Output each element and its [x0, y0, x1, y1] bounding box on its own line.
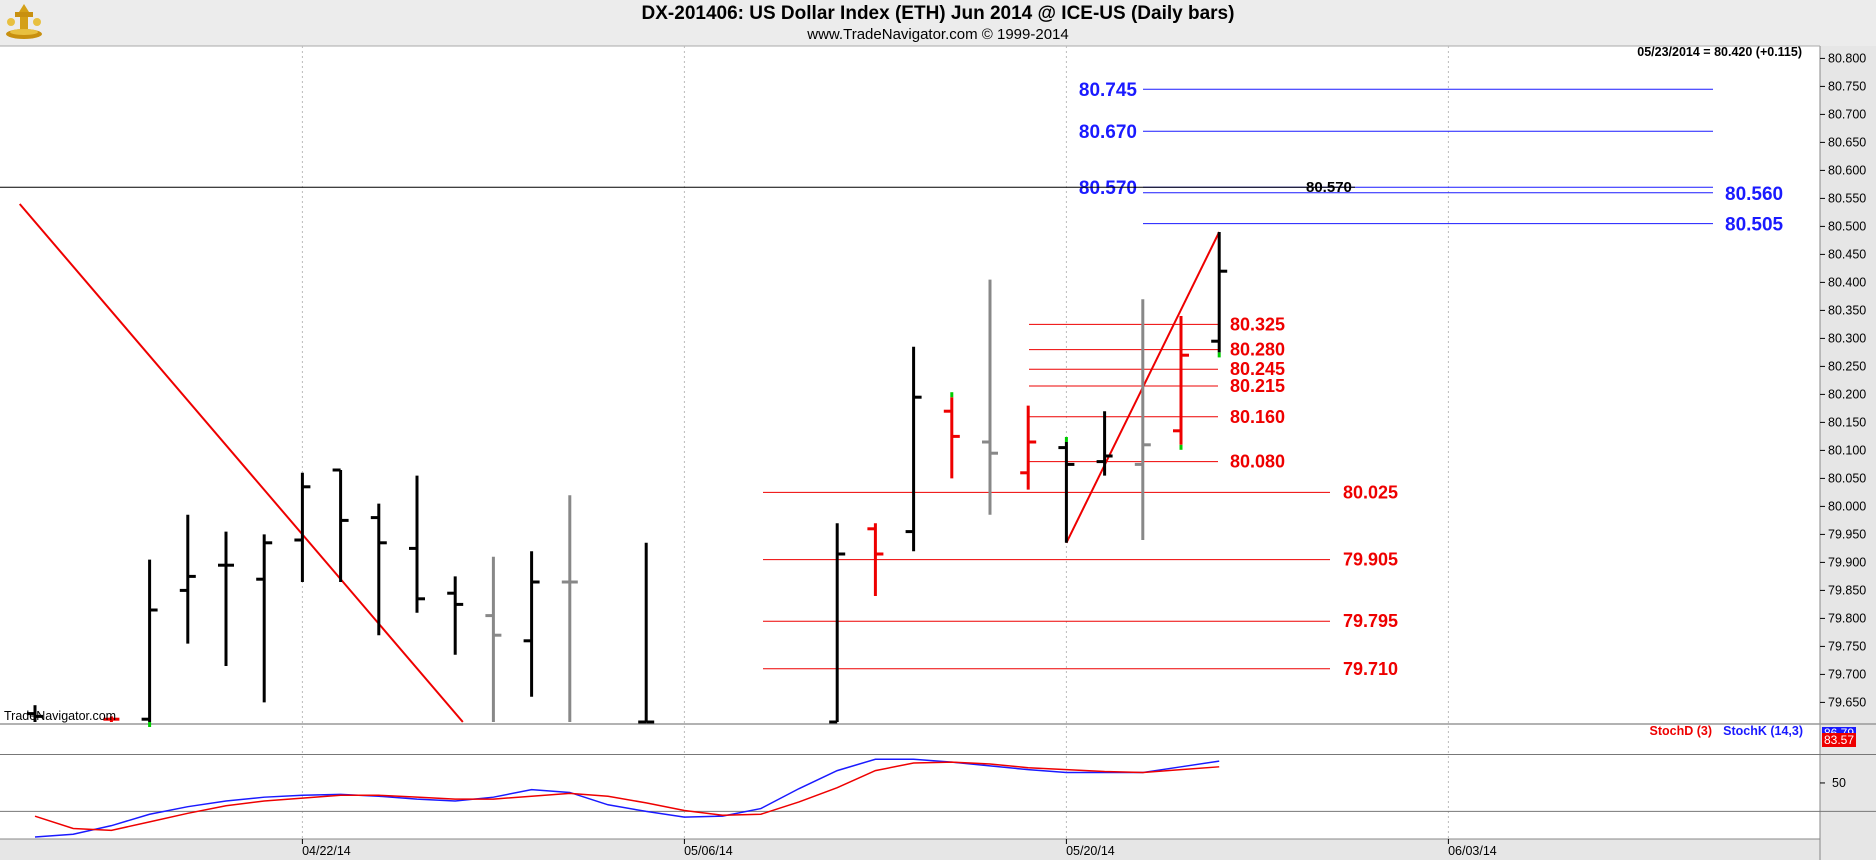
fib-blue-label-1: 80.670: [1079, 122, 1137, 143]
price-tick-label-22: 80.750: [1828, 79, 1866, 93]
tradenavigator-watermark: TradeNavigator.com: [4, 709, 116, 723]
date-axis-panel: [0, 839, 1876, 860]
fib-red-label-2: 80.245: [1230, 359, 1285, 379]
stoch-line-d: [34, 761, 1220, 832]
price-tick-label-21: 80.700: [1828, 107, 1866, 121]
price-tick-label-4: 79.850: [1828, 583, 1866, 597]
fib-red-label-6: 80.025: [1343, 482, 1398, 502]
price-tick-label-11: 80.200: [1828, 387, 1866, 401]
stoch-lines: [34, 758, 1220, 838]
legend-stochd: StochD (3): [1650, 724, 1713, 738]
price-tick-label-14: 80.350: [1828, 303, 1866, 317]
price-tick-label-6: 79.950: [1828, 527, 1866, 541]
fib-red-label-9: 79.710: [1343, 659, 1398, 679]
price-tick-label-3: 79.800: [1828, 611, 1866, 625]
price-tick-label-10: 80.150: [1828, 415, 1866, 429]
date-label-3: 06/03/14: [1448, 844, 1497, 858]
price-tick-label-16: 80.450: [1828, 247, 1866, 261]
copyright-text: www.TradeNavigator.com © 1999-2014: [807, 26, 1069, 43]
horizontal-line-80570: 80.570: [0, 179, 1355, 196]
stochd-badge-value: 83.57: [1824, 733, 1854, 747]
legend-stochk: StochK (14,3): [1723, 724, 1803, 738]
price-tick-label-0: 79.650: [1828, 695, 1866, 709]
price-tick-label-20: 80.650: [1828, 135, 1866, 149]
fib-red-label-3: 80.215: [1230, 376, 1285, 396]
date-label-0: 04/22/14: [302, 844, 351, 858]
stoch-line-k: [34, 758, 1220, 838]
price-tick-label-17: 80.500: [1828, 219, 1866, 233]
fib-blue-label-2: 80.570: [1079, 178, 1137, 199]
price-tick-label-7: 80.000: [1828, 499, 1866, 513]
price-tick-label-8: 80.050: [1828, 471, 1866, 485]
trendline-0: [18, 203, 464, 723]
fib-red-label-8: 79.795: [1343, 611, 1398, 631]
fib-blue-label-3: 80.560: [1725, 184, 1783, 205]
price-tick-label-15: 80.400: [1828, 275, 1866, 289]
price-axis: 79.650 79.700 79.750 79.800 79.850 79.900 79.9…: [1820, 51, 1866, 709]
stoch-axis: 50: [1820, 776, 1846, 790]
fib-red-label-4: 80.160: [1230, 407, 1285, 427]
fib-blue-levels: 80.745 80.670 80.570 80.560 80.505: [1079, 80, 1784, 235]
price-tick-label-18: 80.550: [1828, 191, 1866, 205]
price-tick-label-1: 79.700: [1828, 667, 1866, 681]
fib-red-label-0: 80.325: [1230, 314, 1285, 334]
price-tick-label-23: 80.800: [1828, 51, 1866, 65]
chart-title: DX-201406: US Dollar Index (ETH) Jun 201…: [641, 3, 1235, 24]
fib-red-label-5: 80.080: [1230, 452, 1285, 472]
date-label-2: 05/20/14: [1066, 844, 1115, 858]
date-axis: 04/22/14 05/06/14 05/20/14 06/03/14: [301, 839, 1497, 858]
stochd-badge: [1822, 733, 1856, 747]
price-tick-label-2: 79.750: [1828, 639, 1866, 653]
date-label-1: 05/06/14: [684, 844, 733, 858]
price-tick-label-5: 79.900: [1828, 555, 1866, 569]
ohlc-bars: [27, 232, 1228, 727]
fib-blue-label-0: 80.745: [1079, 80, 1138, 101]
price-tick-label-13: 80.300: [1828, 331, 1866, 345]
chart-header: DX-201406: US Dollar Index (ETH) Jun 201…: [0, 0, 1876, 46]
black-hline-label: 80.570: [1306, 179, 1352, 196]
fib-blue-label-4: 80.505: [1725, 215, 1784, 236]
stoch-reference-lines: [0, 753, 1876, 812]
price-tick-label-9: 80.100: [1828, 443, 1866, 457]
fib-red-label-1: 80.280: [1230, 340, 1285, 360]
price-tick-label-12: 80.250: [1828, 359, 1866, 373]
last-quote-group: 05/23/2014 = 80.420 (+0.115): [1637, 45, 1802, 59]
trade-navigator-logo: [6, 4, 42, 39]
last-quote-text: 05/23/2014 = 80.420 (+0.115): [1637, 45, 1802, 59]
price-tick-label-19: 80.600: [1828, 163, 1866, 177]
stoch-tick-label-0: 50: [1832, 776, 1846, 790]
fib-red-label-7: 79.905: [1343, 550, 1398, 570]
